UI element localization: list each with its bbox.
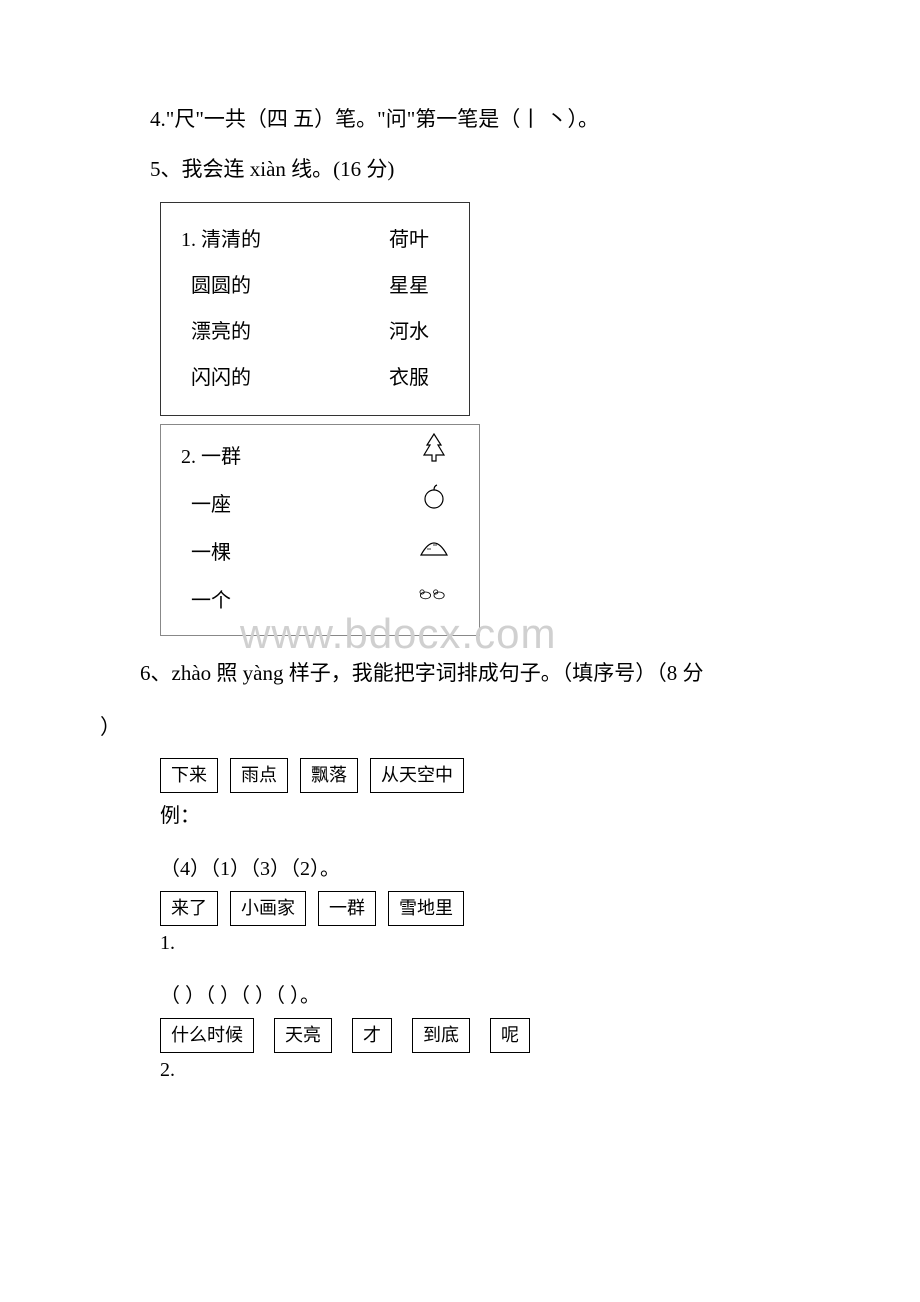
row2-words: 什么时候 天亮 才 到底 呢 [160, 1018, 820, 1053]
match-right: 衣服 [389, 355, 449, 401]
row1-label: 1. [160, 932, 820, 955]
word-box: 从天空中 [370, 758, 464, 793]
example-sequence: （4）（1）（3）（2）。 [160, 852, 820, 881]
row2-label: 2. [160, 1059, 820, 1082]
match-left: 漂亮的 [191, 309, 291, 355]
question-6: 6、zhào 照 yàng 样子，我能把字词排成句子。（填序号）（8 分 [140, 654, 820, 694]
match-left: 圆圆的 [191, 263, 291, 309]
apple-icon [409, 479, 459, 530]
word-box: 什么时候 [160, 1018, 254, 1053]
match-right: 河水 [389, 309, 449, 355]
row1-words: 来了 小画家 一群 雪地里 [160, 891, 820, 926]
word-box: 雨点 [230, 758, 288, 793]
match-left: 2. 一群 [181, 434, 281, 480]
match-row: 圆圆的 星星 [181, 263, 449, 309]
match-row: 一棵 [181, 529, 459, 577]
word-box: 才 [352, 1018, 392, 1053]
match-left: 一座 [191, 482, 291, 528]
word-box: 飘落 [300, 758, 358, 793]
word-box: 一群 [318, 891, 376, 926]
match-row: 一座 [181, 481, 459, 529]
match-right: 荷叶 [389, 217, 449, 263]
word-box: 呢 [490, 1018, 530, 1053]
word-box: 雪地里 [388, 891, 464, 926]
watermark: www.bdocx.com [240, 610, 556, 658]
match-left: 一棵 [191, 530, 291, 576]
match-left: 1. 清清的 [181, 217, 281, 263]
example-label: 例： [160, 799, 820, 828]
question-6-cont: ） [100, 708, 820, 748]
mountain-icon [409, 527, 459, 578]
row1-sequence: （ ）（ ）（ ）（ ）。 [160, 979, 820, 1008]
matching-box-2: 2. 一群 一座 一棵 一个 [160, 424, 480, 636]
word-box: 来了 [160, 891, 218, 926]
match-row: 闪闪的 衣服 [181, 355, 449, 401]
match-row: 漂亮的 河水 [181, 309, 449, 355]
word-box: 到底 [412, 1018, 470, 1053]
match-left: 闪闪的 [191, 355, 291, 401]
example-words: 下来 雨点 飘落 从天空中 [160, 758, 820, 793]
match-right: 星星 [389, 263, 449, 309]
tree-icon [409, 431, 459, 482]
question-4: 4."尺"一共（四 五）笔。"问"第一笔是（丨 丶）。 [150, 100, 820, 140]
matching-box-1: 1. 清清的 荷叶 圆圆的 星星 漂亮的 河水 闪闪的 衣服 [160, 202, 470, 416]
word-box: 小画家 [230, 891, 306, 926]
match-row: 1. 清清的 荷叶 [181, 217, 449, 263]
word-box: 下来 [160, 758, 218, 793]
question-5: 5、我会连 xiàn 线。(16 分) [150, 150, 820, 190]
word-box: 天亮 [274, 1018, 332, 1053]
match-row: 2. 一群 [181, 433, 459, 481]
